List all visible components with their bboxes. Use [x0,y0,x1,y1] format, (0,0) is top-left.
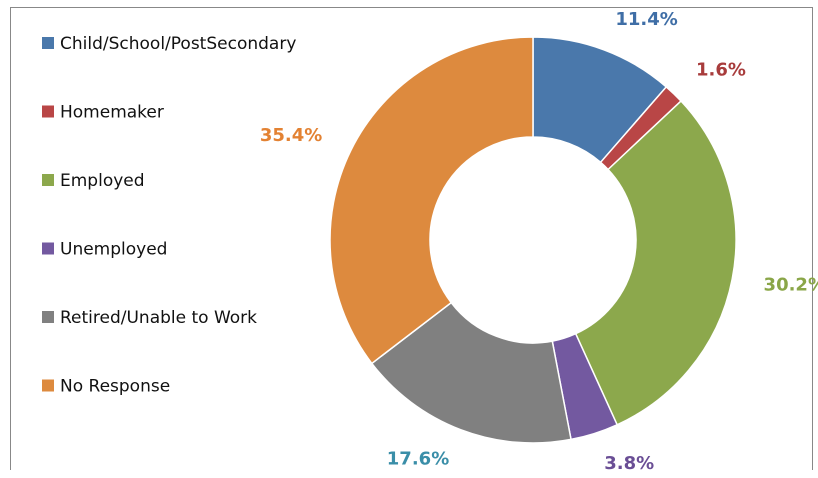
data-label: 17.6% [387,449,449,470]
legend-label: Child/School/PostSecondary [60,34,296,54]
legend-swatch [42,37,54,49]
legend-label: Employed [60,171,145,191]
legend-swatch [42,174,54,186]
legend-label: No Response [60,377,170,397]
donut-slice [370,301,572,444]
legend-label: Homemaker [60,103,164,123]
frame [10,7,813,470]
donut-slice [329,36,534,365]
legend-label: Unemployed [60,240,167,260]
legend-swatch [42,311,54,323]
legend-swatch [42,379,54,392]
legend-swatch [42,242,54,255]
legend-label: Retired/Unable to Work [60,308,257,328]
data-label: 35.4% [260,125,322,146]
donut-slice [574,99,737,426]
data-label: 11.4% [615,9,677,30]
data-label: 1.6% [696,60,746,81]
data-label: 30.2% [764,274,818,295]
legend-swatch [42,105,54,118]
data-label: 3.8% [604,453,654,474]
